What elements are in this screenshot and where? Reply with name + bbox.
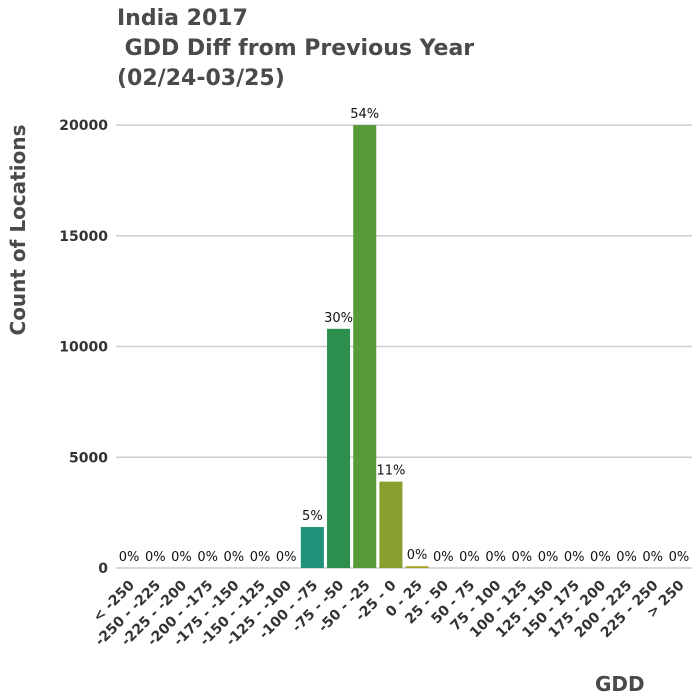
y-tick-label: 5000 (69, 450, 108, 466)
bar-percent-label: 0% (407, 548, 428, 563)
bar-percent-label: 54% (350, 107, 379, 122)
grid-lines (116, 124, 692, 569)
x-ticks: < -250-250 - -225-225 - -200-200 - -175-… (90, 577, 688, 649)
bar-percent-label: 0% (119, 550, 140, 565)
chart-title-line-3: (02/24-03/25) (117, 66, 285, 91)
chart-title-line-2: GDD Diff from Previous Year (117, 36, 475, 61)
chart-title: India 2017 GDD Diff from Previous Year (… (117, 4, 474, 94)
bar-percent-label: 0% (538, 550, 559, 565)
bar (300, 527, 324, 568)
bar-percent-label: 0% (250, 550, 271, 565)
y-ticks: 0 5000 10000 15000 20000 (59, 118, 108, 577)
bar (379, 481, 403, 568)
bar (353, 125, 377, 568)
bar-percent-label: 0% (276, 550, 297, 565)
bar (327, 328, 351, 568)
bar-percent-label: 30% (324, 311, 353, 326)
bar-percent-label: 11% (376, 464, 405, 479)
data-labels: 0% 0% 0% 0% 0% 0% 0% 5% 30% 54% 11% 0% 0% 0% 0% 0% 0% 0% 0… (119, 107, 689, 565)
bar (405, 566, 429, 568)
bar-percent-label: 0% (564, 550, 585, 565)
bar-percent-label: 0% (485, 550, 506, 565)
y-tick-label: 15000 (59, 229, 108, 245)
bar-percent-label: 0% (642, 550, 663, 565)
bar-percent-label: 0% (669, 550, 690, 565)
bar-percent-label: 5% (302, 509, 323, 524)
y-tick-label: 0 (98, 561, 108, 577)
bar-percent-label: 0% (197, 550, 218, 565)
y-tick-label: 20000 (59, 118, 108, 134)
bar-percent-label: 0% (224, 550, 245, 565)
bars (300, 125, 429, 568)
bar-percent-label: 0% (171, 550, 192, 565)
bar-percent-label: 0% (145, 550, 166, 565)
y-tick-label: 10000 (59, 340, 108, 356)
x-axis-label: GDD (595, 672, 645, 696)
chart-title-line-1: India 2017 (117, 6, 248, 31)
bar-percent-label: 0% (512, 550, 533, 565)
bar-percent-label: 0% (433, 550, 454, 565)
bar-percent-label: 0% (590, 550, 611, 565)
bar-percent-label: 0% (459, 550, 480, 565)
bar-percent-label: 0% (616, 550, 637, 565)
